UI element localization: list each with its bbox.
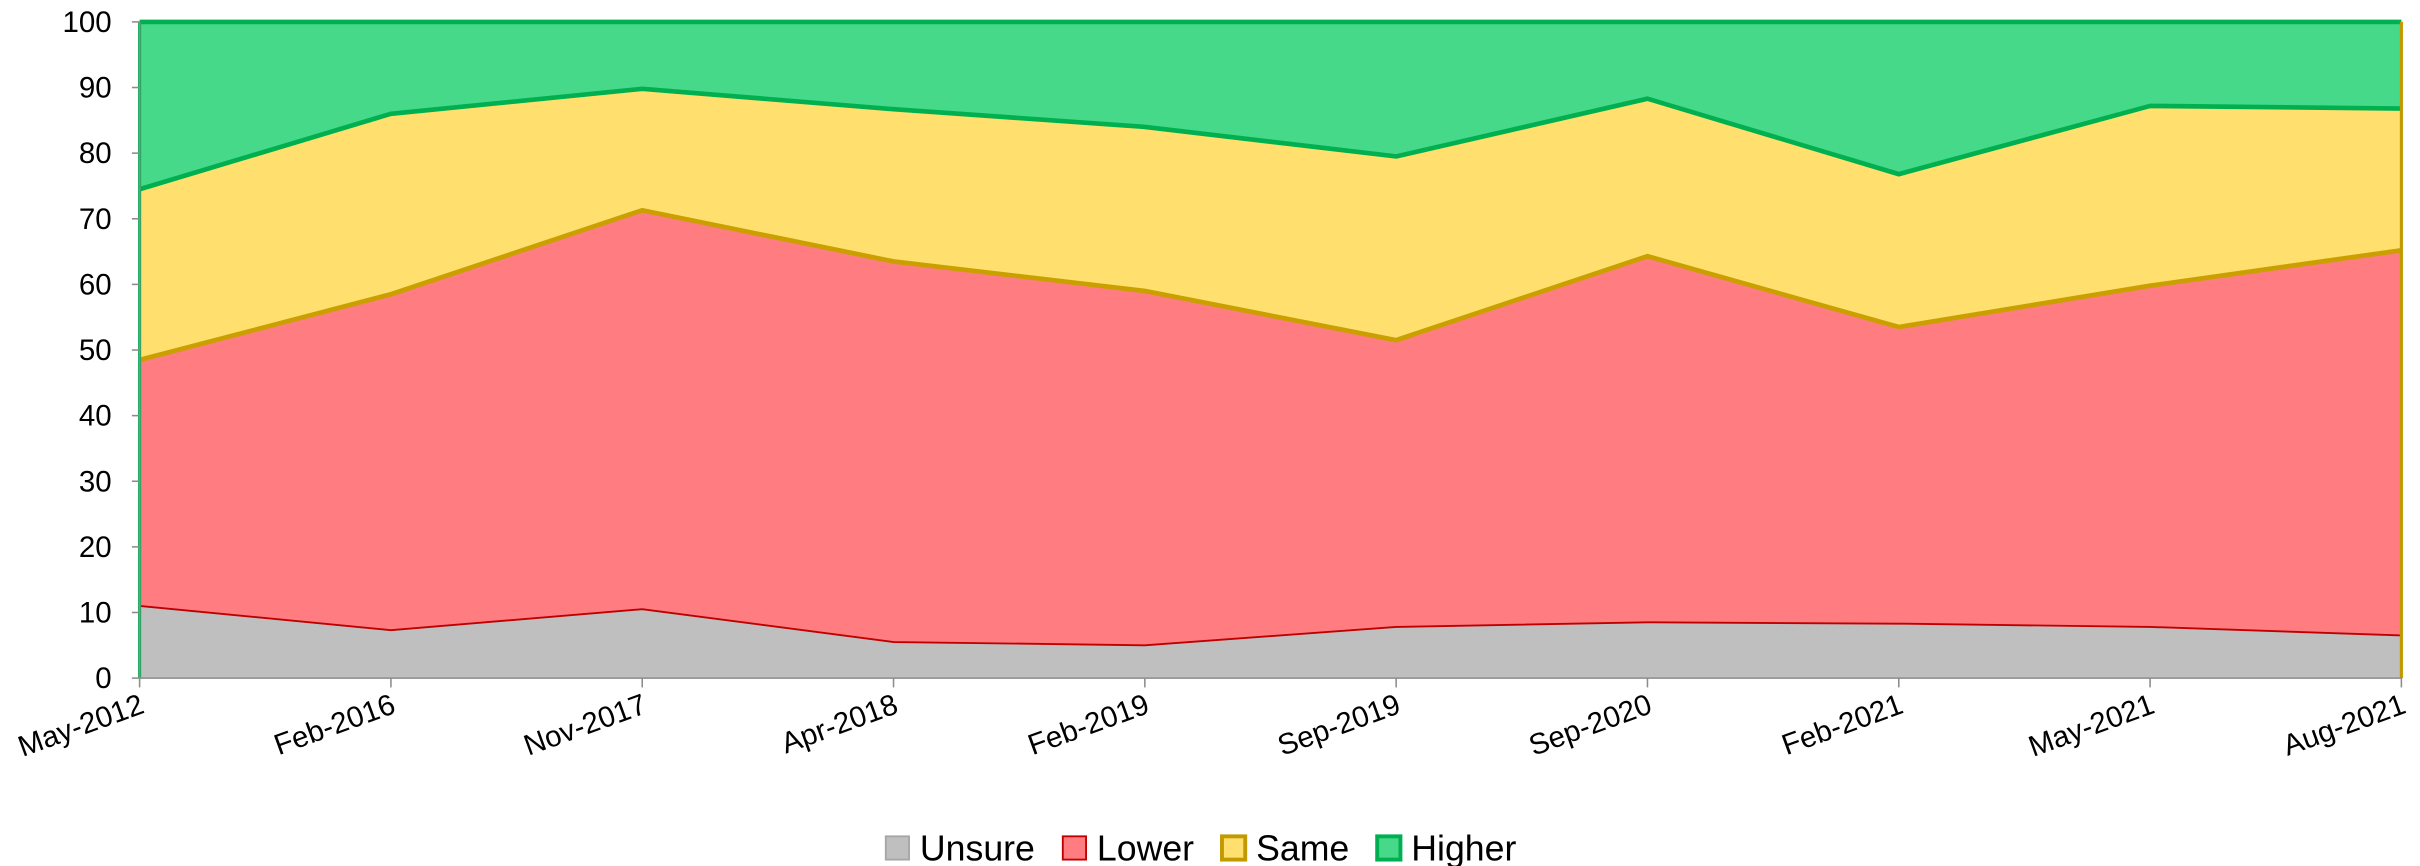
- x-tick-label: Sep-2019: [1273, 688, 1404, 763]
- area-line: [139, 207, 2402, 363]
- x-tick-label: Feb-2021: [1778, 688, 1908, 762]
- y-tick-label: 30: [79, 465, 112, 498]
- x-tick-label: Apr-2018: [777, 688, 902, 760]
- legend: Unsure Lower Same Higher: [884, 828, 1516, 866]
- legend-swatch: [1220, 834, 1248, 862]
- y-tick-label: 10: [79, 597, 112, 630]
- x-tick-label: May-2012: [14, 688, 148, 764]
- legend-label: Same: [1256, 828, 1349, 866]
- y-tick-label: 70: [79, 203, 112, 236]
- y-tick-label: 20: [79, 531, 112, 564]
- legend-swatch: [1061, 835, 1087, 861]
- y-tick-label: 0: [95, 662, 111, 695]
- legend-swatch: [1375, 834, 1403, 862]
- x-tick-label: Sep-2020: [1525, 688, 1656, 763]
- area-line: [139, 604, 2402, 647]
- y-tick-label: 80: [79, 137, 112, 170]
- legend-label: Unsure: [920, 828, 1035, 866]
- y-tick-label: 60: [79, 268, 112, 301]
- area: [139, 21, 2402, 190]
- y-tick-label: 100: [63, 6, 112, 39]
- x-tick-label: Feb-2016: [270, 688, 400, 762]
- legend-label: Higher: [1411, 828, 1516, 866]
- legend-swatch: [884, 835, 910, 861]
- x-tick-label: Aug-2021: [2279, 688, 2410, 763]
- y-tick-label: 50: [79, 334, 112, 367]
- x-tick-label: Feb-2019: [1024, 688, 1154, 762]
- legend-label: Lower: [1097, 828, 1194, 866]
- x-tick-label: May-2021: [2024, 688, 2158, 764]
- y-tick-label: 40: [79, 400, 112, 433]
- x-tick-label: Nov-2017: [519, 688, 650, 763]
- y-tick-label: 90: [79, 72, 112, 105]
- area: [139, 210, 2402, 646]
- area-line: [138, 86, 2402, 192]
